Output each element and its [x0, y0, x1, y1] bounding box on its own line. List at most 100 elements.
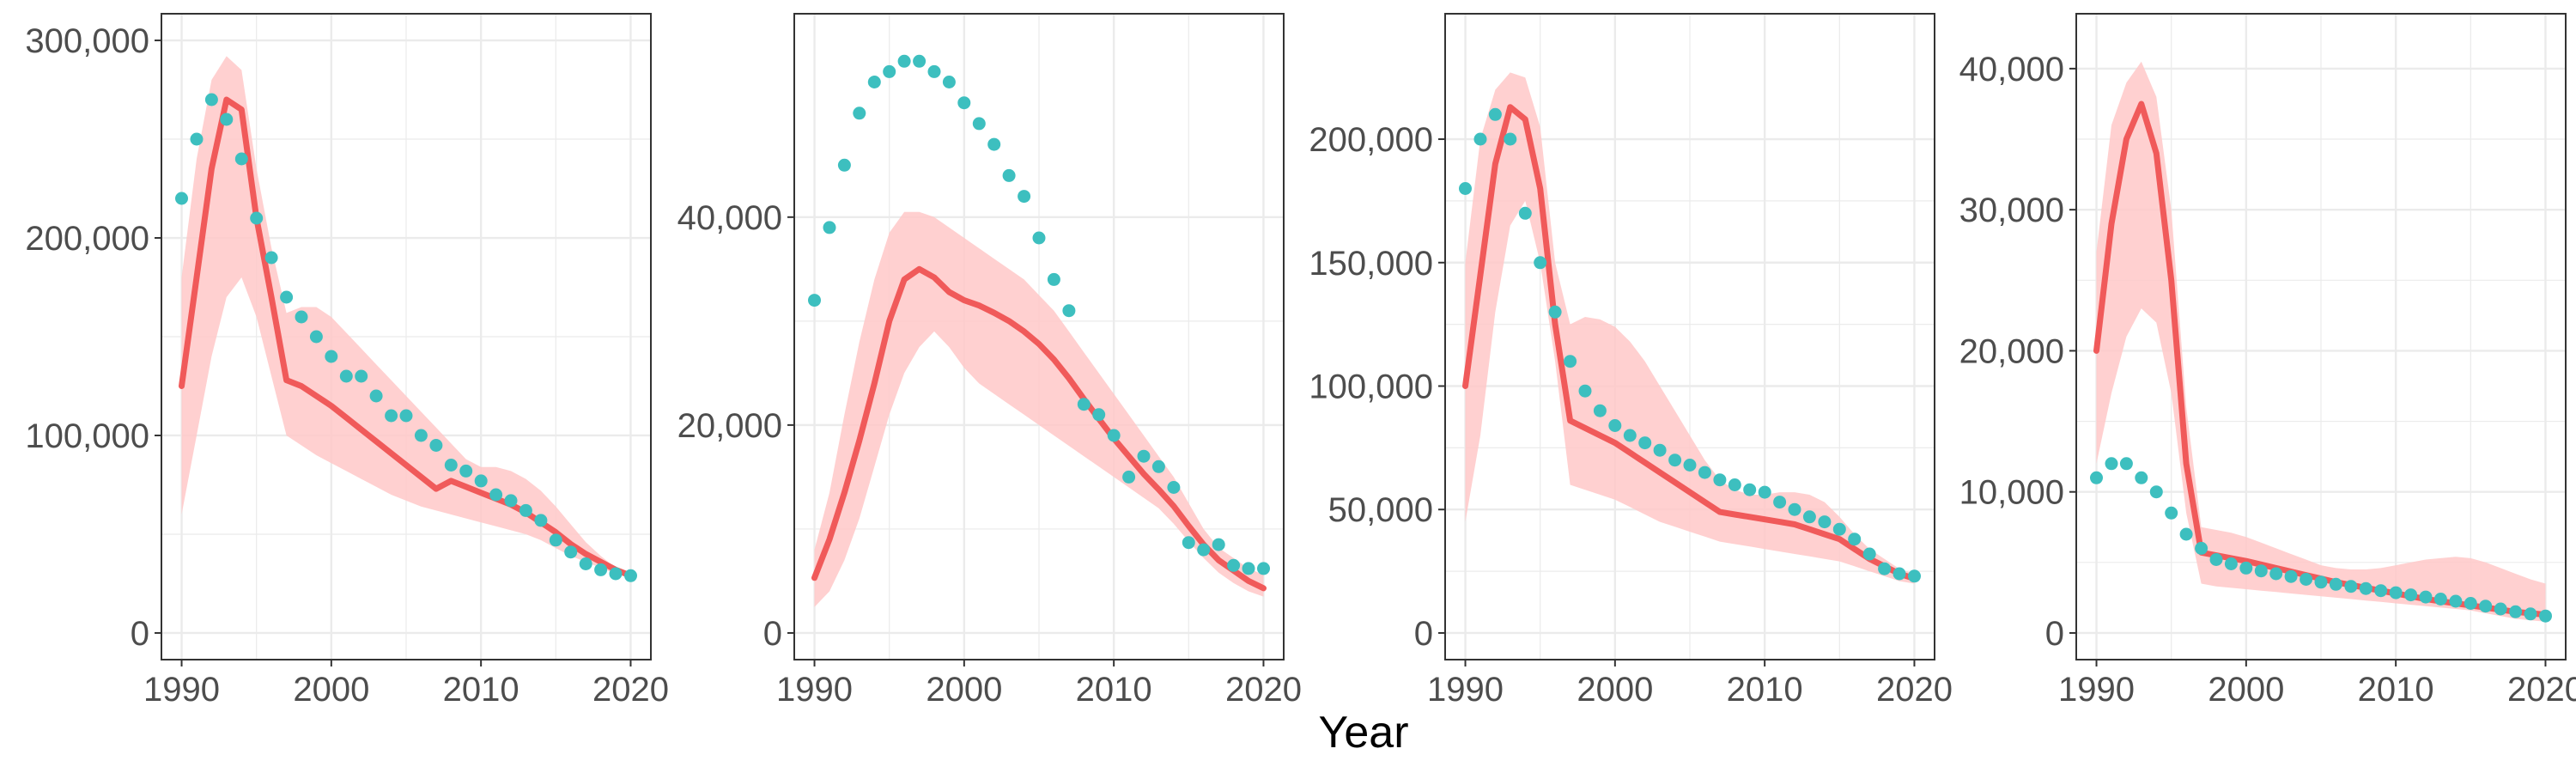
data-point [1788, 502, 1801, 516]
panel-1: 1990 2000 2010 2020 0 100,000 200,000 300,000 [25, 13, 669, 709]
data-point [1802, 510, 1816, 524]
data-point [594, 563, 608, 576]
data-point [1593, 404, 1607, 417]
data-point [2404, 588, 2418, 602]
data-point [309, 330, 323, 344]
x-tick-label: 2010 [2358, 671, 2434, 709]
data-point [1518, 206, 1532, 220]
x-tick-label: 2000 [1577, 671, 1653, 709]
data-point [504, 494, 518, 508]
data-point [2509, 605, 2523, 618]
data-point [957, 96, 971, 110]
data-point [1227, 558, 1241, 572]
data-point [1713, 473, 1727, 487]
data-point [2494, 602, 2507, 616]
data-point [1893, 567, 1906, 581]
x-tick-label: 2010 [443, 671, 519, 709]
data-point [1167, 481, 1181, 494]
y-tick-label: 30,000 [1959, 192, 2064, 229]
data-point [295, 310, 308, 324]
data-point [2269, 567, 2283, 581]
data-point [1683, 459, 1697, 472]
data-point [1122, 470, 1136, 484]
data-point [1077, 398, 1091, 411]
data-point [853, 107, 866, 120]
data-point [2329, 577, 2342, 591]
x-tick-label: 1990 [143, 671, 220, 709]
data-point [385, 409, 398, 423]
data-point [2374, 584, 2388, 598]
confidence-ribbon [2096, 61, 2546, 622]
data-point [609, 567, 623, 581]
data-point [1548, 305, 1562, 319]
data-point [519, 503, 532, 517]
x-tick-label: 2010 [1727, 671, 1803, 709]
data-point [1818, 515, 1832, 529]
data-point [1832, 522, 1846, 536]
data-point [1504, 132, 1517, 146]
data-point [927, 64, 941, 78]
data-point [2105, 457, 2118, 471]
data-point [2389, 586, 2403, 600]
data-point [837, 158, 851, 172]
data-point [2539, 609, 2552, 623]
data-point [1743, 483, 1757, 496]
data-point [2314, 575, 2328, 589]
data-point [2344, 580, 2358, 593]
data-point [1908, 569, 1921, 583]
panel-border [161, 13, 652, 660]
data-point [2149, 485, 2163, 499]
y-tick-label: 0 [2045, 615, 2064, 653]
y-tick-label: 20,000 [677, 407, 782, 445]
x-tick-label: 2000 [2208, 671, 2284, 709]
data-point [1758, 485, 1771, 499]
observed-points [2090, 457, 2552, 623]
data-point [369, 389, 383, 403]
data-point [883, 64, 896, 78]
data-point [1534, 256, 1547, 270]
panel-4: 1990 2000 2010 2020 0 10,000 20,000 30,000 40,00… [1959, 13, 2576, 709]
data-point [250, 211, 264, 225]
data-point [1257, 562, 1270, 575]
data-point [2254, 564, 2268, 578]
data-point [1653, 443, 1667, 457]
x-tick-label: 2020 [1225, 671, 1302, 709]
data-point [1698, 466, 1711, 479]
panel-2: 1990 2000 2010 2020 0 20,000 40,000 [677, 13, 1302, 709]
data-point [1092, 408, 1106, 422]
y-tick-label: 40,000 [1959, 51, 2064, 88]
data-point [2524, 607, 2537, 621]
data-point [2359, 581, 2372, 595]
x-axis-title: Year [1318, 708, 1408, 758]
data-point [175, 192, 188, 205]
data-point [823, 221, 836, 234]
data-point [1488, 107, 1502, 121]
y-tick-label: 0 [131, 615, 149, 653]
data-point [579, 557, 592, 570]
data-point [1578, 384, 1592, 398]
data-point [1151, 460, 1165, 473]
data-point [1018, 190, 1031, 204]
data-point [2479, 600, 2493, 613]
data-point [1242, 562, 1255, 575]
data-point [1107, 429, 1121, 442]
data-point [190, 132, 204, 146]
y-tick-label: 200,000 [25, 220, 149, 258]
data-point [474, 474, 488, 488]
y-tick-label: 100,000 [25, 417, 149, 455]
data-point [1848, 533, 1862, 546]
x-tick-label: 2020 [2507, 671, 2576, 709]
data-point [355, 369, 368, 383]
observed-points [808, 54, 1270, 575]
data-point [1182, 536, 1195, 550]
data-point [1638, 436, 1652, 450]
data-point [942, 76, 956, 88]
data-point [1773, 496, 1787, 509]
data-point [1137, 449, 1151, 463]
data-point [1878, 562, 1892, 575]
data-point [1212, 538, 1225, 551]
panel-border [1444, 13, 1935, 660]
data-point [1862, 547, 1876, 561]
panels: 1990 2000 2010 20200100,000200,000300,00019… [25, 13, 2576, 709]
